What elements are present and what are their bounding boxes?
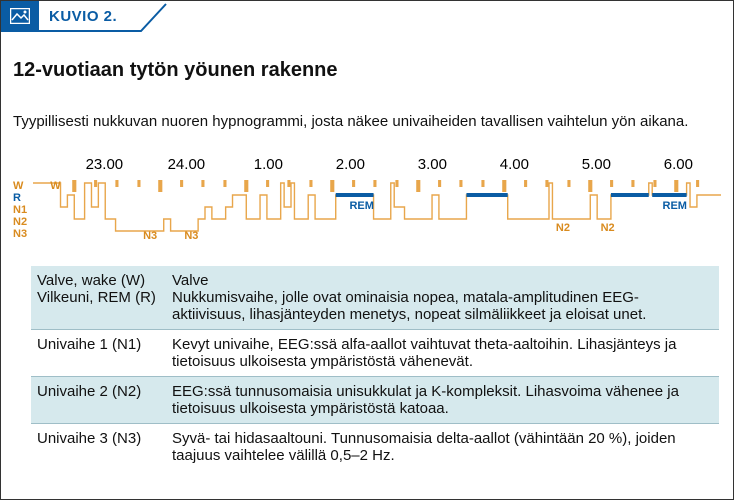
legend-desc: Kevyt univaihe, EEG:ssä alfa-aallot vaih… [166, 330, 719, 376]
legend-desc: EEG:ssä tunnusomaisia unisukkulat ja K-k… [166, 377, 719, 423]
ylabel-N3: N3 [13, 228, 31, 240]
legend-desc: Valve Nukkumisvaihe, jolle ovat ominaisi… [166, 266, 719, 329]
time-tick-label: 4.00 [500, 156, 529, 173]
hypnogram-chart: 23.00 24.00 1.00 2.00 3.00 4.00 5.00 6.00 W R N… [13, 156, 721, 256]
time-tick-label: 23.00 [86, 156, 124, 173]
ylabel-N2: N2 [13, 216, 31, 228]
stage-axis: W R N1 N2 N3 [13, 180, 31, 240]
ylabel-N1: N1 [13, 204, 31, 216]
figure-subtitle: Tyypillisesti nukkuvan nuoren hypnogramm… [13, 113, 721, 130]
hypno-annotation: N2 [601, 222, 615, 234]
legend-term: Univaihe 1 (N1) [31, 330, 166, 376]
time-tick-label: 5.00 [582, 156, 611, 173]
time-tick-label: 6.00 [664, 156, 693, 173]
ylabel-W: W [13, 180, 31, 192]
table-row: Univaihe 1 (N1)Kevyt univaihe, EEG:ssä a… [31, 329, 719, 376]
table-row: Univaihe 3 (N3)Syvä- tai hidasaaltouni. … [31, 423, 719, 470]
time-tick-label: 2.00 [336, 156, 365, 173]
time-tick-label: 1.00 [254, 156, 283, 173]
legend-term: Univaihe 2 (N2) [31, 377, 166, 423]
time-axis: 23.00 24.00 1.00 2.00 3.00 4.00 5.00 6.00 [65, 156, 721, 178]
hypno-annotation: N3 [184, 230, 198, 242]
figure-header: KUVIO 2. [1, 1, 117, 31]
hypno-annotation: N2 [556, 222, 570, 234]
table-row: Valve, wake (W) Vilkeuni, REM (R)Valve N… [31, 266, 719, 329]
hypnogram-plot: W N3 N3 REM N2 N2 REM [33, 180, 721, 240]
ylabel-R: R [13, 192, 31, 204]
time-tick-label: 24.00 [168, 156, 206, 173]
figure-number: KUVIO 2. [39, 8, 117, 25]
image-icon [1, 1, 39, 31]
hypno-annotation: W [50, 180, 60, 192]
hypno-annotation: REM [663, 200, 687, 212]
table-row: Univaihe 2 (N2)EEG:ssä tunnusomaisia uni… [31, 376, 719, 423]
time-tick-label: 3.00 [418, 156, 447, 173]
hypno-annotation: REM [349, 200, 373, 212]
legend-term: Univaihe 3 (N3) [31, 424, 166, 470]
figure-title: 12-vuotiaan tytön yöunen rakenne [13, 59, 338, 82]
legend-desc: Syvä- tai hidasaaltouni. Tunnusomaisia d… [166, 424, 719, 470]
figure-container: KUVIO 2. 12-vuotiaan tytön yöunen rakenn… [0, 0, 734, 500]
legend-table: Valve, wake (W) Vilkeuni, REM (R)Valve N… [31, 266, 719, 470]
legend-term: Valve, wake (W) Vilkeuni, REM (R) [31, 266, 166, 329]
hypno-annotation: N3 [143, 230, 157, 242]
